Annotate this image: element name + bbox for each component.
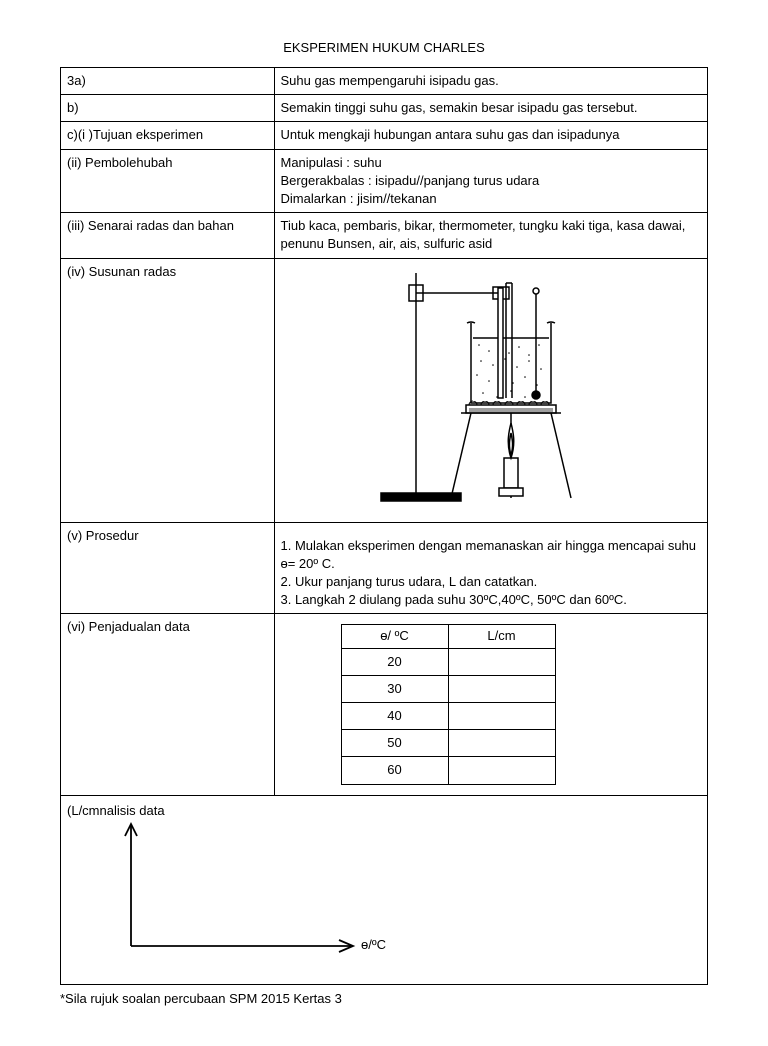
data-cell [448,703,555,730]
procedure-text: 1. Mulakan eksperimen dengan memanaskan … [281,537,702,610]
data-cell [448,730,555,757]
apparatus-diagram-cell [274,258,708,522]
data-cell: 20 [341,648,448,675]
row-v-content: 1. Mulakan eksperimen dengan memanaskan … [274,522,708,614]
row-vi-label: (vi) Penjadualan data [61,614,275,795]
row-3a-label: 3a) [61,68,275,95]
row-ii-content: Manipulasi : suhu Bergerakbalas : isipad… [274,149,708,213]
row-v-label: (v) Prosedur [61,522,275,614]
row-iii-label: (iii) Senarai radas dan bahan [61,213,275,258]
row-b-label: b) [61,95,275,122]
data-cell: 50 [341,730,448,757]
page-title: EKSPERIMEN HUKUM CHARLES [60,40,708,55]
data-cell: 60 [341,757,448,784]
data-cell [448,648,555,675]
row-ci-label: c)(i )Tujuan eksperimen [61,122,275,149]
footnote: *Sila rujuk soalan percubaan SPM 2015 Ke… [60,991,708,1006]
data-cell: 40 [341,703,448,730]
row-b-content: Semakin tinggi suhu gas, semakin besar i… [274,95,708,122]
data-table: ɵ/ ºC L/cm 20 30 40 50 60 [341,624,556,784]
row-ci-content: Untuk mengkaji hubungan antara suhu gas … [274,122,708,149]
data-cell: 30 [341,675,448,702]
graph-axes-icon [81,806,401,966]
row-vii-graph: (L/cmnalisis data ɵ/ºC [61,795,708,984]
graph-x-axis-label: ɵ/ºC [361,936,386,954]
row-iii-content: Tiub kaca, pembaris, bikar, thermometer,… [274,213,708,258]
data-table-head-l: L/cm [448,625,555,648]
row-vi-content: ɵ/ ºC L/cm 20 30 40 50 60 [274,614,708,795]
row-iv-label: (iv) Susunan radas [61,258,275,522]
apparatus-icon [361,263,621,513]
experiment-table: 3a) Suhu gas mempengaruhi isipadu gas. b… [60,67,708,985]
row-3a-content: Suhu gas mempengaruhi isipadu gas. [274,68,708,95]
data-table-head-theta: ɵ/ ºC [341,625,448,648]
data-cell [448,757,555,784]
data-cell [448,675,555,702]
row-ii-label: (ii) Pembolehubah [61,149,275,213]
